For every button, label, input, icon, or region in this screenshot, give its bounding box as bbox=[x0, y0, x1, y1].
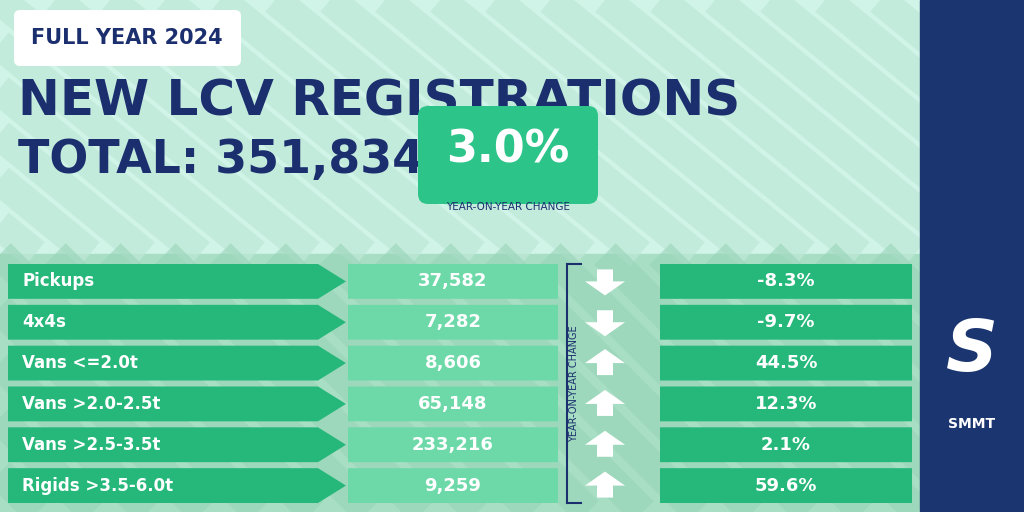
Polygon shape bbox=[318, 428, 346, 462]
FancyBboxPatch shape bbox=[8, 346, 318, 380]
FancyBboxPatch shape bbox=[660, 346, 912, 380]
Polygon shape bbox=[585, 269, 625, 295]
Text: YEAR-ON-YEAR CHANGE: YEAR-ON-YEAR CHANGE bbox=[446, 202, 570, 212]
FancyBboxPatch shape bbox=[348, 468, 558, 503]
FancyBboxPatch shape bbox=[348, 305, 558, 339]
FancyBboxPatch shape bbox=[8, 264, 318, 299]
FancyBboxPatch shape bbox=[8, 428, 318, 462]
FancyBboxPatch shape bbox=[14, 10, 241, 66]
Text: S: S bbox=[946, 317, 998, 387]
Polygon shape bbox=[318, 346, 346, 380]
FancyBboxPatch shape bbox=[348, 346, 558, 380]
Text: YEAR-ON-YEAR CHANGE: YEAR-ON-YEAR CHANGE bbox=[569, 326, 579, 442]
Text: Vans >2.5-3.5t: Vans >2.5-3.5t bbox=[22, 436, 161, 454]
FancyBboxPatch shape bbox=[660, 305, 912, 339]
Polygon shape bbox=[318, 305, 346, 339]
Text: -8.3%: -8.3% bbox=[757, 272, 815, 290]
Polygon shape bbox=[318, 387, 346, 421]
Polygon shape bbox=[585, 349, 625, 375]
Bar bbox=[920, 0, 1024, 512]
Text: 3.0%: 3.0% bbox=[446, 129, 569, 172]
Text: 9,259: 9,259 bbox=[425, 477, 481, 495]
Text: -9.7%: -9.7% bbox=[758, 313, 815, 331]
Text: Rigids >3.5-6.0t: Rigids >3.5-6.0t bbox=[22, 477, 173, 495]
FancyBboxPatch shape bbox=[8, 305, 318, 339]
FancyBboxPatch shape bbox=[8, 387, 318, 421]
Text: 233,216: 233,216 bbox=[412, 436, 494, 454]
Text: 8,606: 8,606 bbox=[425, 354, 481, 372]
FancyBboxPatch shape bbox=[660, 264, 912, 299]
FancyBboxPatch shape bbox=[8, 468, 318, 503]
Polygon shape bbox=[318, 264, 346, 299]
Text: FULL YEAR 2024: FULL YEAR 2024 bbox=[31, 28, 223, 48]
Text: TOTAL: 351,834: TOTAL: 351,834 bbox=[18, 138, 424, 182]
FancyBboxPatch shape bbox=[660, 468, 912, 503]
FancyBboxPatch shape bbox=[660, 387, 912, 421]
Text: 65,148: 65,148 bbox=[418, 395, 487, 413]
Text: Pickups: Pickups bbox=[22, 272, 94, 290]
Polygon shape bbox=[585, 310, 625, 336]
Polygon shape bbox=[318, 468, 346, 503]
Text: 59.6%: 59.6% bbox=[755, 477, 817, 495]
Text: Vans >2.0-2.5t: Vans >2.0-2.5t bbox=[22, 395, 161, 413]
FancyBboxPatch shape bbox=[348, 264, 558, 299]
FancyBboxPatch shape bbox=[418, 106, 598, 204]
FancyBboxPatch shape bbox=[348, 387, 558, 421]
Polygon shape bbox=[585, 390, 625, 416]
Text: 44.5%: 44.5% bbox=[755, 354, 817, 372]
Text: 12.3%: 12.3% bbox=[755, 395, 817, 413]
FancyBboxPatch shape bbox=[348, 428, 558, 462]
Bar bbox=[0, 0, 920, 254]
FancyBboxPatch shape bbox=[660, 428, 912, 462]
Text: 2.1%: 2.1% bbox=[761, 436, 811, 454]
Bar bbox=[0, 254, 920, 512]
Text: 4x4s: 4x4s bbox=[22, 313, 66, 331]
Polygon shape bbox=[585, 472, 625, 498]
Text: 7,282: 7,282 bbox=[425, 313, 481, 331]
Text: SMMT: SMMT bbox=[948, 417, 995, 431]
Text: NEW LCV REGISTRATIONS: NEW LCV REGISTRATIONS bbox=[18, 78, 740, 126]
Text: 37,582: 37,582 bbox=[418, 272, 487, 290]
Text: Vans <=2.0t: Vans <=2.0t bbox=[22, 354, 138, 372]
Polygon shape bbox=[585, 431, 625, 457]
